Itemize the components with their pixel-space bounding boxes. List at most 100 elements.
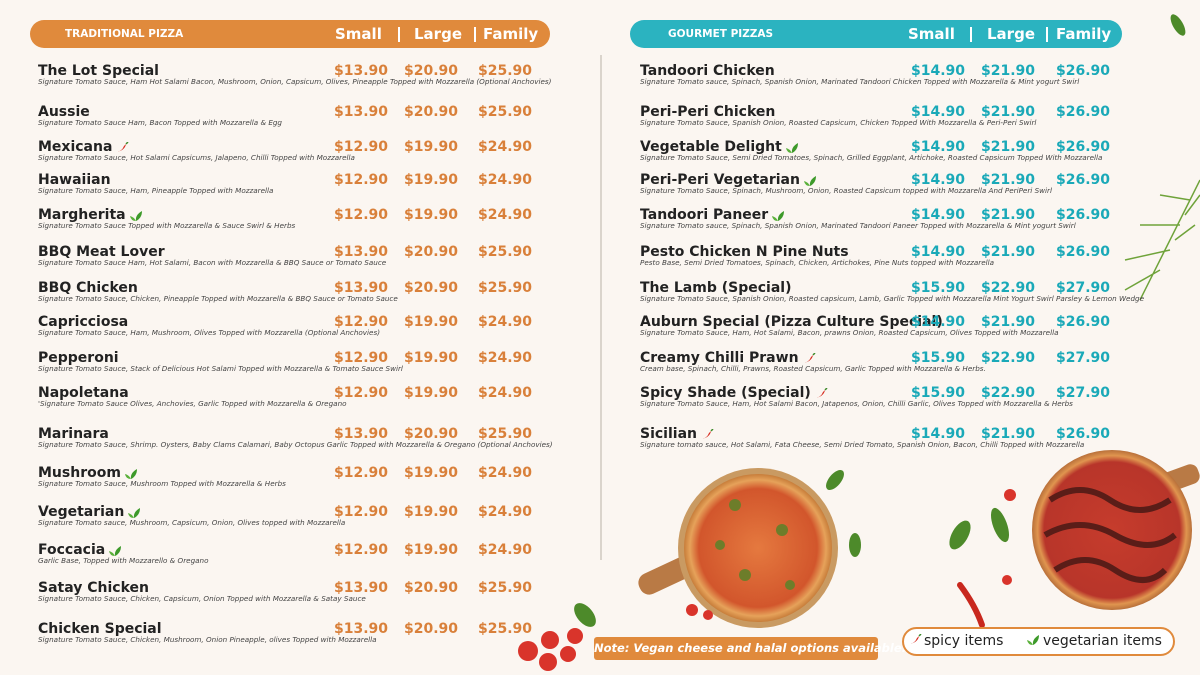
spicy-icon <box>815 388 828 398</box>
spicy-icon <box>701 429 714 439</box>
item-name: Satay Chicken <box>38 580 149 596</box>
price: $24.90 <box>478 504 533 520</box>
item-description: Signature Tomato Sauce, Semi Dried Tomat… <box>640 153 1103 162</box>
price: $22.90 <box>981 280 1036 296</box>
price: $24.90 <box>478 542 533 558</box>
sauce-swirl <box>1043 487 1177 583</box>
price: $21.90 <box>981 63 1036 79</box>
price: $26.90 <box>1056 207 1111 223</box>
price: $24.90 <box>478 139 533 155</box>
item-description: Pesto Base, Semi Dried Tomatoes, Spinach… <box>640 258 995 267</box>
legend-label: spicy items <box>924 633 1004 649</box>
item-description: Cream base, Spinach, Chilli, Prawns, Roa… <box>640 364 986 373</box>
item-description: Signature Tomato Sauce, Chicken, Mushroo… <box>38 635 377 644</box>
item-description: Signature Tomato Sauce, Spanish Onion, R… <box>640 118 1037 127</box>
item-name: Sicilian <box>640 426 697 442</box>
separator <box>970 27 972 42</box>
item-description: Signature Tomato Sauce, Stack of Delicio… <box>38 364 403 373</box>
price: $15.90 <box>911 280 966 296</box>
item-name: Auburn Special (Pizza Culture Special) <box>640 314 943 330</box>
price: $14.90 <box>911 63 966 79</box>
price: $25.90 <box>478 580 533 596</box>
price: $13.90 <box>334 63 389 79</box>
item-description: Signature Tomato Sauce, Spinach, Mushroo… <box>640 186 1052 195</box>
legend <box>902 627 1175 656</box>
price: $25.90 <box>478 63 533 79</box>
price: $14.90 <box>911 314 966 330</box>
price: $26.90 <box>1056 314 1111 330</box>
price: $24.90 <box>478 350 533 366</box>
item-name: Foccacia <box>38 542 106 558</box>
price: $12.90 <box>334 207 389 223</box>
price: $20.90 <box>404 244 459 260</box>
item-name: Peri-Peri Chicken <box>640 104 776 120</box>
chilli <box>957 582 985 628</box>
dill <box>1124 179 1200 301</box>
item-description: Signature Tomato Sauce, Chicken, Pineapp… <box>38 294 398 303</box>
section-title: GOURMET PIZZAS <box>668 28 774 40</box>
price: $20.90 <box>404 580 459 596</box>
item-name: Capricciosa <box>38 314 129 330</box>
price: $13.90 <box>334 244 389 260</box>
price: $14.90 <box>911 139 966 155</box>
price: $14.90 <box>911 104 966 120</box>
item-name: Margherita <box>38 207 126 223</box>
price: $13.90 <box>334 104 389 120</box>
item-description: Signature tomato sauce, Hot Salami, Fata… <box>640 440 1085 449</box>
price: $27.90 <box>1056 350 1111 366</box>
price: $26.90 <box>1056 139 1111 155</box>
item-description: 'Signature Tomato Sauce Olives, Anchovie… <box>38 399 347 408</box>
item-name: Aussie <box>38 104 90 120</box>
price: $19.90 <box>404 139 459 155</box>
price: $21.90 <box>981 426 1036 442</box>
price: $24.90 <box>478 314 533 330</box>
price: $25.90 <box>478 426 533 442</box>
price: $26.90 <box>1056 426 1111 442</box>
item-description: Signature Tomato Sauce, Chicken, Capsicu… <box>38 594 366 603</box>
item-name: Tandoori Chicken <box>640 63 775 79</box>
price: $13.90 <box>334 280 389 296</box>
item-name: Pesto Chicken N Pine Nuts <box>640 244 849 260</box>
vegetarian-icon <box>128 508 141 518</box>
price: $14.90 <box>911 426 966 442</box>
price: $21.90 <box>981 244 1036 260</box>
price: $22.90 <box>981 350 1036 366</box>
item-description: Signature Tomato Sauce, Shrimp. Oysters,… <box>38 440 553 449</box>
price: $27.90 <box>1056 280 1111 296</box>
price: $13.90 <box>334 580 389 596</box>
toppings <box>715 499 795 590</box>
price: $27.90 <box>1056 385 1111 401</box>
item-description: Signature Tomato Sauce, Ham, Hot Salami … <box>640 399 1073 408</box>
spicy-icon <box>910 634 922 644</box>
price: $12.90 <box>334 504 389 520</box>
price: $25.90 <box>478 280 533 296</box>
price: $26.90 <box>1056 63 1111 79</box>
section-header <box>630 20 1122 48</box>
price: $12.90 <box>334 465 389 481</box>
price: $25.90 <box>478 244 533 260</box>
price: $25.90 <box>478 621 533 637</box>
price: $26.90 <box>1056 244 1111 260</box>
size-label: Family <box>483 25 539 43</box>
price: $21.90 <box>981 172 1036 188</box>
price: $22.90 <box>981 385 1036 401</box>
item-name: Hawaiian <box>38 172 111 188</box>
price: $25.90 <box>478 104 533 120</box>
separator <box>1046 27 1048 42</box>
price: $19.90 <box>404 504 459 520</box>
vegetarian-icon <box>109 546 122 556</box>
price: $20.90 <box>404 426 459 442</box>
price: $24.90 <box>478 465 533 481</box>
price: $14.90 <box>911 244 966 260</box>
item-name: Vegetable Delight <box>640 139 782 155</box>
item-name: The Lot Special <box>38 63 159 79</box>
price: $21.90 <box>981 104 1036 120</box>
leaves <box>574 14 1186 627</box>
item-name: Creamy Chilli Prawn <box>640 350 799 366</box>
size-label: Small <box>335 25 382 43</box>
item-description: Signature Tomato Sauce Topped with Mozza… <box>38 221 296 230</box>
price: $13.90 <box>334 426 389 442</box>
price: $21.90 <box>981 314 1036 330</box>
item-name: Napoletana <box>38 385 129 401</box>
